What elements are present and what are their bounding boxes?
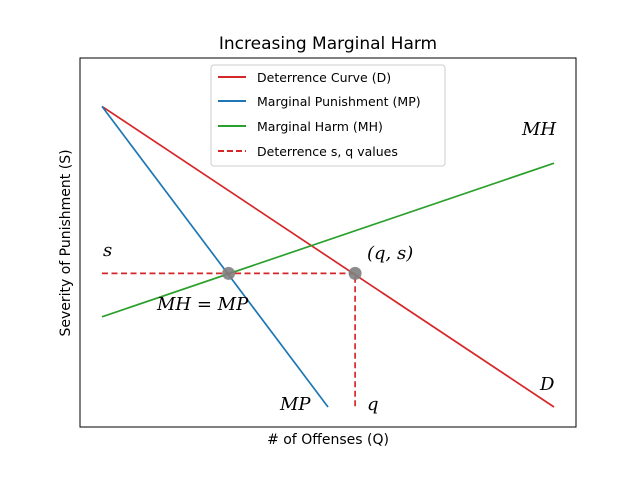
annotation-q: q (367, 394, 379, 415)
chart-title: Increasing Marginal Harm (219, 34, 437, 54)
annotation-s: s (103, 240, 112, 261)
intersection-point-1 (222, 266, 236, 280)
legend-label-mh: Marginal Harm (MH) (257, 119, 383, 134)
annotation-qs: (q, s) (367, 243, 413, 264)
legend: Deterrence Curve (D) Marginal Punishment… (210, 64, 446, 167)
legend-label-deterrence: Deterrence Curve (D) (257, 70, 391, 85)
annotation-mh-eq-mp: MH = MP (156, 294, 249, 315)
plot-area-frame (79, 57, 577, 428)
legend-label-mp: Marginal Punishment (MP) (257, 94, 421, 109)
series-line-deterrence-curve-d (101, 105, 555, 408)
legend-label-sq: Deterrence s, q values (257, 144, 398, 159)
annotation-mp: MP (279, 394, 311, 415)
annotation-mh: MH (521, 119, 556, 140)
intersection-point-2 (348, 266, 362, 280)
series-line-deterrence-s-q-values (102, 272, 356, 407)
y-axis-label: Severity of Punishment (S) (58, 149, 74, 336)
annotation-d: D (539, 374, 555, 395)
series-line-marginal-harm-mh (101, 162, 555, 318)
series-layer (101, 105, 555, 408)
legend-box (210, 64, 446, 167)
series-line-marginal-punishment-mp (101, 105, 329, 408)
x-axis-label: # of Offenses (Q) (267, 432, 389, 448)
